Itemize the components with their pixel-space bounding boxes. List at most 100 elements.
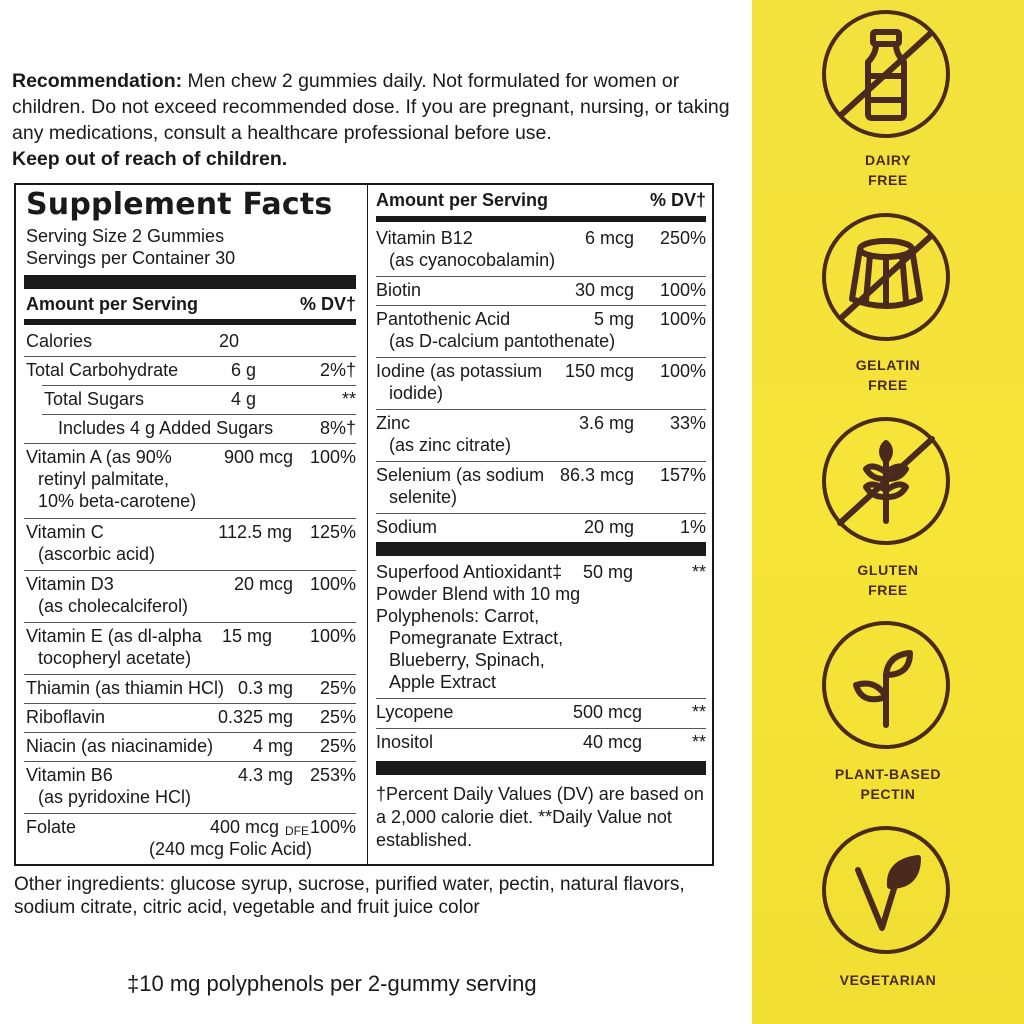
row-rule: [376, 461, 706, 462]
nutrient-amount: 112.5 mg: [218, 522, 292, 542]
nutrient-dv: 25%: [319, 736, 356, 756]
row-rule: [24, 732, 356, 733]
warning-text: Keep out of reach of children.: [12, 148, 288, 170]
nutrient-dv: 25%: [319, 707, 356, 727]
nutrient-name: Vitamin D3: [26, 574, 114, 594]
vegetarian-label: VEGETARIAN: [839, 972, 937, 988]
nutrient-dv: 1%: [679, 517, 706, 537]
row-rule: [24, 813, 356, 814]
nutrient-subname: (ascorbic acid): [38, 544, 156, 564]
nutrient-amount: 20 mg: [583, 517, 634, 537]
amount-header-right: Amount per Serving: [376, 190, 549, 210]
footnote-line: †Percent Daily Values (DV) are based on: [376, 784, 704, 804]
nutrient-dv: **: [341, 389, 356, 409]
row-rule: [24, 356, 356, 357]
nutrient-amount: 400 mcg: [210, 817, 280, 837]
row-rule: [24, 622, 356, 623]
row-rule: [24, 761, 356, 762]
nutrient-name: Inositol: [376, 732, 434, 752]
nutrient-amount: 0.325 mg: [217, 707, 293, 727]
nutrient-dv: 8%†: [319, 418, 356, 438]
nutrient-dv: 100%: [309, 447, 356, 467]
nutrient-dv: 2%†: [319, 360, 356, 380]
dairy-free-label: DAIRY FREE: [864, 152, 912, 188]
nutrient-dv: 250%: [659, 228, 706, 248]
nutrient-dv: 100%: [309, 817, 356, 837]
nutrient-amount: 40 mcg: [582, 732, 642, 752]
nutrient-name: Iodine (as potassium: [376, 361, 543, 381]
nutrient-subname: tocopheryl acetate): [38, 648, 192, 668]
nutrient-subname: selenite): [389, 487, 458, 507]
dv-header: % DV†: [299, 294, 356, 314]
serving-size: Serving Size 2 Gummies: [26, 226, 225, 246]
footnote-line: a 2,000 calorie diet. **Daily Value not: [376, 807, 672, 827]
nutrient-name: Vitamin A (as 90%: [26, 447, 172, 467]
nutrient-subname: 10% beta-carotene): [38, 491, 197, 511]
nutrient-amount: 150 mcg: [564, 361, 634, 381]
row-rule: [376, 728, 706, 729]
nutrient-name: Zinc: [376, 413, 411, 433]
blend-dv: **: [691, 562, 706, 582]
nutrient-dv: 25%: [319, 678, 356, 698]
blend-line: Blueberry, Spinach,: [389, 650, 545, 670]
row-rule: [24, 443, 356, 444]
blend-line: Powder Blend with 10 mg: [376, 584, 581, 604]
nutrient-name: Lycopene: [376, 702, 454, 722]
nutrient-subname: retinyl palmitate,: [38, 469, 170, 489]
thick-rule: [24, 275, 356, 289]
nutrient-subname: (as D-calcium pantothenate): [389, 331, 616, 351]
nutrient-subname: (as cholecalciferol): [38, 596, 189, 616]
plant-pectin-icon: [822, 621, 950, 749]
row-rule: [42, 385, 356, 386]
gelatin-free-icon: [822, 213, 950, 341]
nutrient-name: Vitamin C: [26, 522, 104, 542]
nutrient-name: Includes 4 g Added Sugars: [58, 418, 274, 438]
nutrient-amount: 500 mcg: [572, 702, 642, 722]
thick-rule: [376, 761, 706, 775]
supplement-facts-panel: Supplement Facts Serving Size 2 Gummies …: [14, 183, 714, 866]
nutrient-dv: 253%: [309, 765, 356, 785]
nutrient-name: Niacin (as niacinamide): [26, 736, 214, 756]
row-rule: [376, 276, 706, 277]
nutrient-amount: 5 mg: [593, 309, 634, 329]
nutrient-amount: 30 mcg: [574, 280, 634, 300]
nutrient-amount: 3.6 mg: [578, 413, 634, 433]
nutrient-dv: 100%: [309, 574, 356, 594]
gluten-free-icon: [822, 417, 950, 545]
blend-line: Pomegranate Extract,: [389, 628, 564, 648]
nutrient-name: Riboflavin: [26, 707, 106, 727]
nutrient-amount: 900 mcg: [223, 447, 293, 467]
nutrient-subname: (240 mcg Folic Acid): [149, 839, 313, 859]
nutrient-dv: 33%: [669, 413, 706, 433]
row-rule: [376, 409, 706, 410]
nutrient-name: Sodium: [376, 517, 438, 537]
nutrient-name: Vitamin B6: [26, 765, 113, 785]
medium-rule: [24, 319, 356, 325]
nutrient-amount: 6 mcg: [584, 228, 634, 248]
nutrient-amount-suffix: DFE: [285, 824, 309, 838]
nutrient-amount: 4.3 mg: [237, 765, 293, 785]
row-rule: [376, 357, 706, 358]
nutrient-amount: 20 mcg: [233, 574, 293, 594]
nutrient-amount: 20: [219, 331, 240, 351]
servings-per-container: Servings per Container 30: [26, 248, 236, 268]
nutrient-dv: 100%: [659, 309, 706, 329]
nutrient-subname: (as cyanocobalamin): [389, 250, 556, 270]
row-rule: [24, 518, 356, 519]
dairy-free-icon: [822, 10, 950, 138]
nutrient-name: Vitamin E (as dl-alpha: [26, 626, 202, 646]
nutrient-amount: 15 mg: [221, 626, 272, 646]
nutrient-subname: (as pyridoxine HCl): [38, 787, 192, 807]
row-rule: [42, 414, 356, 415]
medium-rule-right: [376, 216, 706, 222]
plant-pectin-label: PLANT-BASED PECTIN: [834, 766, 942, 802]
column-divider: [367, 185, 368, 864]
nutrient-dv: 125%: [309, 522, 356, 542]
gluten-free-label: GLUTEN FREE: [857, 562, 919, 598]
polyphenol-note: ‡10 mg polyphenols per 2-gummy serving: [127, 971, 537, 996]
recommendation-label: Recommendation:: [12, 70, 183, 92]
nutrient-name: Biotin: [376, 280, 422, 300]
blend-line: Superfood Antioxidant‡: [376, 562, 563, 582]
nutrient-amount: 4 g: [230, 389, 256, 409]
nutrient-name: Selenium (as sodium: [376, 465, 545, 485]
